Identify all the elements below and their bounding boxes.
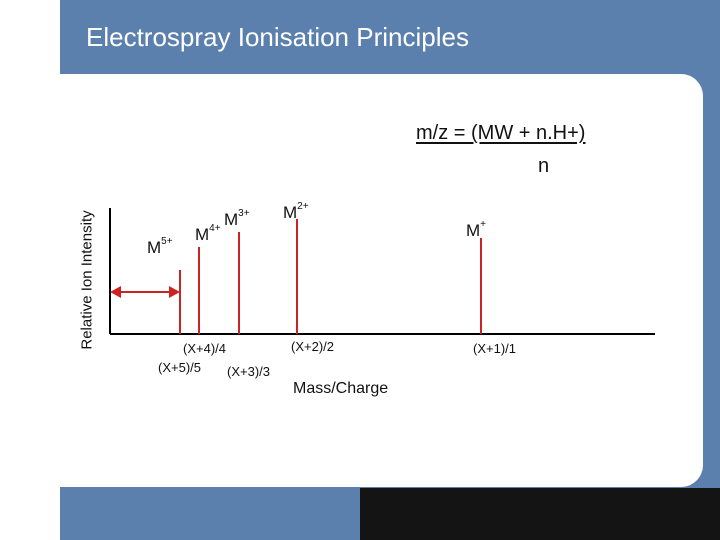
formula-numerator: m/z = (MW + n.H+)	[416, 122, 585, 145]
peak-m3-charge: 3+	[238, 208, 250, 219]
footer-dark-block	[360, 488, 720, 540]
peak-m4-charge: 4+	[209, 223, 221, 234]
peak-m3-label: M3+	[224, 208, 250, 230]
peak-m4-ion: M	[195, 225, 210, 244]
peak-m4-position-label: (X+4)/4	[183, 341, 226, 356]
double-arrow-right-head	[169, 286, 180, 298]
peak-m1-ion: M	[466, 221, 481, 240]
peak-m3-position-label: (X+3)/3	[227, 364, 270, 379]
slide-title: Electrospray Ionisation Principles	[86, 22, 469, 52]
peak-m2-ion: M	[283, 203, 298, 222]
formula-numerator-text: m/z = (MW + n.H+)	[416, 122, 586, 144]
peak-m3-ion: M	[224, 210, 239, 229]
peak-m2-label: M2+	[283, 201, 309, 223]
peak-m4-label: M4+	[195, 223, 221, 245]
peak-m1-charge: +	[480, 219, 487, 230]
peak-m5-ion: M	[147, 238, 162, 257]
formula-denominator: n	[538, 155, 550, 177]
double-arrow-left-head	[110, 286, 121, 298]
peak-m5-label: M5+	[147, 236, 173, 258]
peak-m5-charge: 5+	[161, 236, 173, 247]
peak-m2-position-label: (X+2)/2	[291, 339, 334, 354]
content-panel	[17, 74, 703, 487]
x-axis-label: Mass/Charge	[293, 380, 389, 397]
peak-m1-position-label: (X+1)/1	[473, 341, 516, 356]
peak-m1-label: M+	[466, 219, 487, 241]
peak-m5-position-label: (X+5)/5	[158, 360, 201, 375]
peak-m2-charge: 2+	[297, 201, 309, 212]
